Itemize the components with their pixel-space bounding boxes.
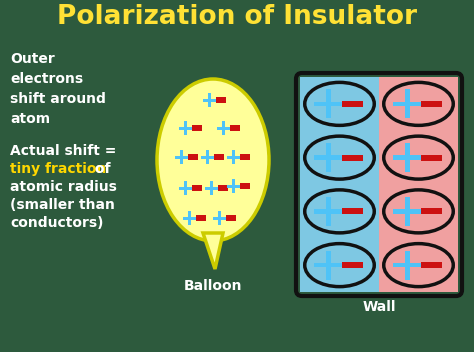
Bar [196, 215, 206, 218]
Bar [226, 218, 236, 221]
Bar [343, 155, 363, 161]
Bar [405, 143, 410, 172]
FancyBboxPatch shape [300, 77, 379, 292]
Bar [227, 156, 241, 158]
Bar [213, 216, 227, 220]
Text: Wall: Wall [362, 300, 396, 314]
Text: atom: atom [10, 112, 50, 126]
Bar [343, 208, 363, 214]
Bar [326, 197, 331, 226]
Bar [314, 209, 343, 214]
Bar [183, 216, 197, 220]
Bar [326, 143, 331, 172]
Text: tiny fraction: tiny fraction [10, 162, 106, 176]
Bar [214, 157, 224, 160]
Bar [343, 101, 363, 107]
Ellipse shape [157, 79, 269, 241]
Bar [230, 125, 240, 128]
Text: conductors): conductors) [10, 216, 103, 230]
Bar [209, 93, 211, 107]
Bar [326, 251, 331, 280]
FancyBboxPatch shape [379, 77, 458, 292]
Bar [217, 126, 231, 130]
Bar [405, 251, 410, 280]
Bar [421, 208, 442, 214]
Text: of: of [90, 162, 110, 176]
Bar [189, 211, 191, 225]
Text: atomic radius: atomic radius [10, 180, 117, 194]
Bar [218, 188, 228, 191]
Bar [203, 99, 217, 101]
Text: Outer: Outer [10, 52, 55, 66]
Bar [227, 184, 241, 188]
Bar [421, 262, 442, 268]
Bar [188, 157, 198, 160]
Bar [230, 128, 240, 131]
Bar [216, 100, 226, 103]
Bar [421, 101, 442, 107]
Bar [326, 89, 331, 119]
Bar [240, 183, 250, 186]
Bar [201, 156, 215, 158]
Bar [314, 155, 343, 160]
Bar [222, 121, 226, 135]
Bar [205, 187, 219, 189]
Bar [192, 188, 202, 191]
Bar [192, 125, 202, 128]
Bar [233, 179, 236, 193]
Bar [188, 154, 198, 157]
Bar [405, 197, 410, 226]
Polygon shape [203, 233, 223, 269]
Bar [393, 155, 422, 160]
Bar [314, 101, 343, 106]
Bar [219, 211, 221, 225]
Bar [233, 150, 236, 164]
Bar [192, 128, 202, 131]
Bar [179, 126, 193, 130]
Text: Balloon: Balloon [184, 279, 242, 293]
Text: Polarization of Insulator: Polarization of Insulator [57, 4, 417, 30]
Bar [214, 154, 224, 157]
Bar [179, 187, 193, 189]
Bar [216, 97, 226, 100]
Bar [175, 156, 189, 158]
Text: (smaller than: (smaller than [10, 198, 115, 212]
Bar [184, 181, 188, 195]
Text: Actual shift =: Actual shift = [10, 144, 117, 158]
Bar [192, 185, 202, 188]
Bar [196, 218, 206, 221]
Bar [393, 263, 422, 268]
Bar [184, 121, 188, 135]
Bar [210, 181, 213, 195]
Bar [181, 150, 183, 164]
Bar [393, 209, 422, 214]
Bar [393, 101, 422, 106]
Bar [240, 186, 250, 189]
Bar [240, 154, 250, 157]
Bar [226, 215, 236, 218]
Bar [207, 150, 210, 164]
Bar [421, 155, 442, 161]
Text: shift around: shift around [10, 92, 106, 106]
Bar [240, 157, 250, 160]
Bar [343, 262, 363, 268]
Bar [405, 89, 410, 119]
Bar [314, 263, 343, 268]
Text: electrons: electrons [10, 72, 83, 86]
Bar [218, 185, 228, 188]
